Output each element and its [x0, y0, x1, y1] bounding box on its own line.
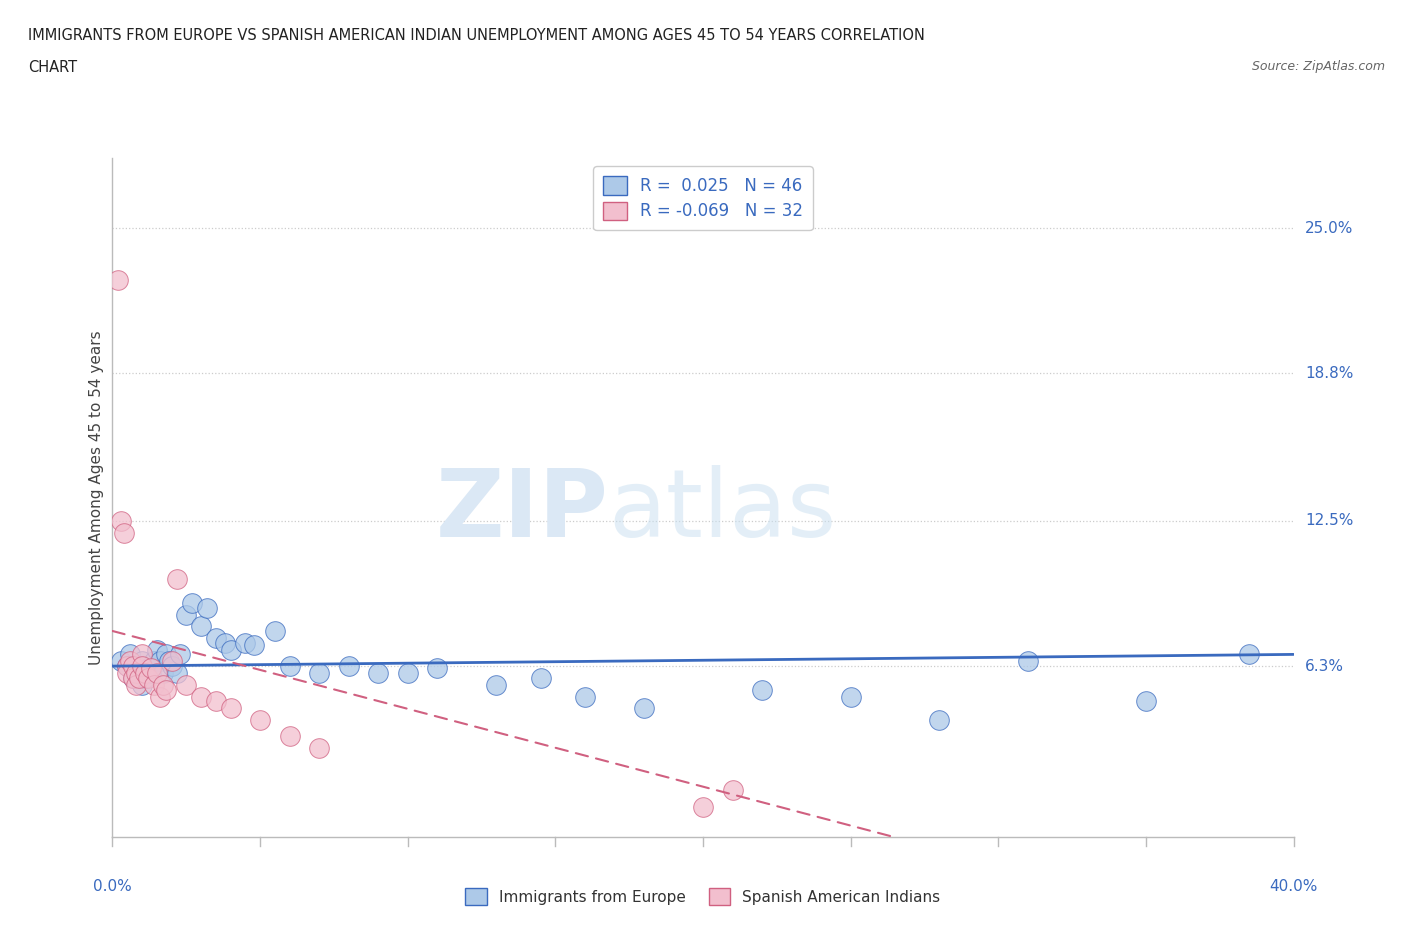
Point — [117, 658, 138, 673]
Point — [160, 658, 183, 673]
Point — [110, 513, 132, 528]
Point — [149, 654, 172, 669]
Point — [205, 694, 228, 709]
Point — [125, 658, 148, 673]
Y-axis label: Unemployment Among Ages 45 to 54 years: Unemployment Among Ages 45 to 54 years — [89, 330, 104, 665]
Point — [122, 671, 145, 685]
Point — [692, 799, 714, 814]
Point — [1239, 647, 1261, 662]
Text: ZIP: ZIP — [436, 465, 609, 557]
Point — [122, 658, 145, 673]
Point — [128, 671, 150, 685]
Point — [174, 677, 197, 692]
Point — [928, 712, 950, 727]
Point — [1135, 694, 1157, 709]
Point — [264, 623, 287, 638]
Point — [117, 658, 138, 673]
Point — [1017, 654, 1039, 669]
Point — [337, 658, 360, 673]
Point — [205, 631, 228, 645]
Point — [174, 607, 197, 622]
Point — [139, 661, 162, 676]
Point — [149, 689, 172, 704]
Point — [142, 654, 165, 669]
Text: CHART: CHART — [28, 60, 77, 75]
Point — [160, 654, 183, 669]
Point — [128, 666, 150, 681]
Point — [190, 618, 212, 633]
Point — [529, 671, 551, 685]
Text: 18.8%: 18.8% — [1305, 366, 1354, 381]
Point — [117, 666, 138, 681]
Point — [308, 740, 330, 755]
Point — [112, 525, 135, 540]
Point — [131, 658, 153, 673]
Point — [125, 666, 148, 681]
Point — [219, 701, 242, 716]
Text: atlas: atlas — [609, 465, 837, 557]
Point — [249, 712, 271, 727]
Point — [278, 658, 301, 673]
Point — [107, 272, 129, 287]
Point — [134, 671, 156, 685]
Point — [136, 661, 159, 676]
Point — [146, 643, 169, 658]
Point — [633, 701, 655, 716]
Point — [839, 689, 862, 704]
Point — [146, 666, 169, 681]
Point — [125, 677, 148, 692]
Text: Source: ZipAtlas.com: Source: ZipAtlas.com — [1251, 60, 1385, 73]
Point — [131, 654, 153, 669]
Point — [214, 635, 236, 650]
Point — [195, 600, 218, 615]
Point — [181, 595, 204, 610]
Point — [367, 666, 389, 681]
Point — [396, 666, 419, 681]
Point — [574, 689, 596, 704]
Legend: Immigrants from Europe, Spanish American Indians: Immigrants from Europe, Spanish American… — [460, 882, 946, 910]
Point — [278, 729, 301, 744]
Point — [155, 647, 177, 662]
Text: IMMIGRANTS FROM EUROPE VS SPANISH AMERICAN INDIAN UNEMPLOYMENT AMONG AGES 45 TO : IMMIGRANTS FROM EUROPE VS SPANISH AMERIC… — [28, 28, 925, 43]
Point — [131, 677, 153, 692]
Point — [485, 677, 508, 692]
Point — [152, 677, 174, 692]
Point — [308, 666, 330, 681]
Point — [120, 654, 142, 669]
Point — [120, 647, 142, 662]
Point — [426, 661, 449, 676]
Text: 12.5%: 12.5% — [1305, 513, 1354, 528]
Point — [166, 666, 188, 681]
Text: 0.0%: 0.0% — [93, 879, 132, 894]
Text: 40.0%: 40.0% — [1270, 879, 1317, 894]
Point — [169, 647, 191, 662]
Point — [157, 654, 180, 669]
Point — [166, 572, 188, 587]
Point — [243, 638, 266, 653]
Point — [110, 654, 132, 669]
Text: 25.0%: 25.0% — [1305, 220, 1354, 236]
Point — [142, 677, 165, 692]
Point — [134, 666, 156, 681]
Point — [155, 682, 177, 697]
Point — [751, 682, 773, 697]
Point — [136, 671, 159, 685]
Point — [190, 689, 212, 704]
Point — [139, 666, 162, 681]
Point — [131, 647, 153, 662]
Point — [219, 643, 242, 658]
Point — [233, 635, 256, 650]
Point — [721, 783, 744, 798]
Text: 6.3%: 6.3% — [1305, 658, 1344, 673]
Point — [152, 666, 174, 681]
Point — [122, 671, 145, 685]
